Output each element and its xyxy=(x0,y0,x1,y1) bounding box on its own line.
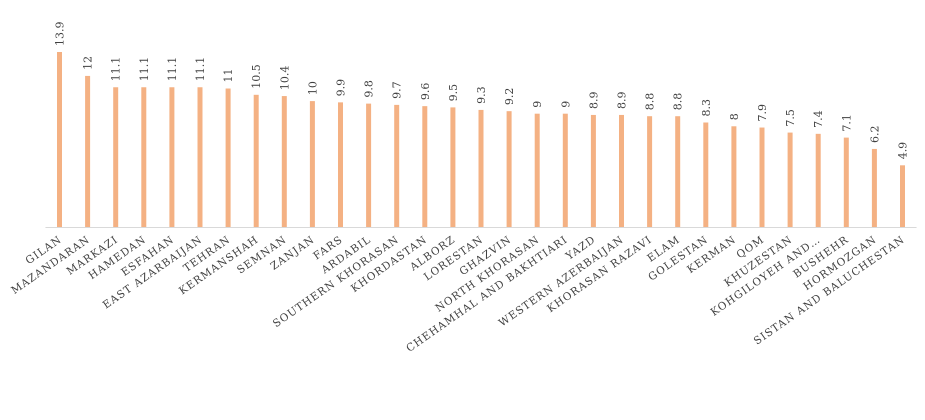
data-label: 9 xyxy=(559,101,572,108)
data-label: 8.9 xyxy=(587,91,600,109)
bar xyxy=(787,132,793,227)
bar xyxy=(843,137,849,227)
bar xyxy=(619,114,624,227)
data-label: 10.5 xyxy=(250,64,263,89)
data-label: 8 xyxy=(728,113,741,120)
bar xyxy=(647,116,653,227)
bar xyxy=(57,52,62,227)
data-label: 6.2 xyxy=(868,125,881,143)
data-label: 9.9 xyxy=(335,79,348,97)
bar xyxy=(225,88,231,227)
bar xyxy=(169,87,175,227)
data-label: 9.2 xyxy=(503,88,516,106)
data-label: 8.3 xyxy=(700,99,713,117)
bar xyxy=(253,94,259,227)
bar xyxy=(815,133,821,227)
data-label: 10 xyxy=(306,81,319,95)
data-label: 11 xyxy=(222,69,235,83)
bar xyxy=(900,165,905,227)
data-label: 13.9 xyxy=(54,22,67,47)
data-label: 9.6 xyxy=(419,83,432,101)
data-label: 7.1 xyxy=(840,114,853,132)
data-label: 9 xyxy=(531,101,544,108)
data-label: 11.1 xyxy=(138,57,151,82)
data-label: 4.9 xyxy=(897,142,910,160)
bar xyxy=(759,127,765,227)
bar xyxy=(450,107,456,227)
data-label: 11.1 xyxy=(110,57,123,82)
data-label: 12 xyxy=(82,56,95,70)
bar xyxy=(281,96,287,227)
bar xyxy=(422,106,428,227)
bar xyxy=(562,113,568,227)
bar xyxy=(366,103,372,227)
bar xyxy=(197,87,203,227)
data-label: 7.9 xyxy=(756,104,769,122)
bar xyxy=(85,75,91,227)
data-label: 11.1 xyxy=(166,57,179,82)
data-label: 7.5 xyxy=(784,109,797,127)
data-label: 9.8 xyxy=(363,80,376,98)
data-label: 9.5 xyxy=(447,84,460,102)
bar xyxy=(675,116,681,227)
bar xyxy=(394,104,400,227)
bar xyxy=(478,109,484,227)
bar xyxy=(731,126,737,227)
data-label: 11.1 xyxy=(194,57,207,82)
bar xyxy=(871,148,877,227)
data-label: 8.9 xyxy=(616,91,629,109)
bar xyxy=(703,122,709,227)
category-labels-group: GILANMAZANDARANMARKAZIHAMEDANESFAHANEAST… xyxy=(9,234,907,355)
data-label: 8.8 xyxy=(672,93,685,111)
bar xyxy=(141,87,147,227)
bar xyxy=(534,113,540,227)
bar xyxy=(506,111,512,227)
bar xyxy=(113,87,119,227)
data-label: 8.8 xyxy=(644,93,657,111)
data-label: 10.4 xyxy=(278,66,291,91)
bar xyxy=(590,114,596,227)
bar xyxy=(338,102,343,227)
bars-group xyxy=(57,52,905,227)
bar xyxy=(309,101,315,227)
data-label: 9.3 xyxy=(475,86,488,104)
data-label: 7.4 xyxy=(812,110,825,128)
data-label: 9.7 xyxy=(391,81,404,99)
value-labels-group: 13.9 12 11.1 11.1 11.1 11.1 11 10.5 10.4 10 9.9 9.8… xyxy=(54,22,910,160)
